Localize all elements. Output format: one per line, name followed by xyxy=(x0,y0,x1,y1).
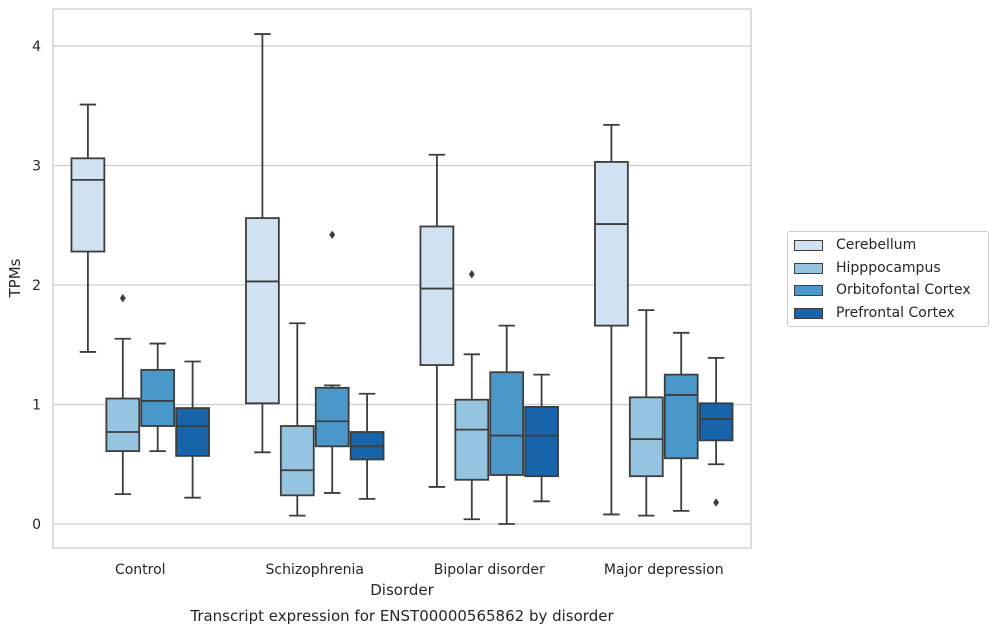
box-cerebellum-schizophrenia xyxy=(245,33,280,454)
outlier-point xyxy=(329,230,336,240)
legend: Cerebellum Hipppocampus Orbitofontal Cor… xyxy=(787,231,989,327)
box-prefrontal-cortex-bipolar-disorder xyxy=(524,373,559,503)
box-cerebellum-major-depression xyxy=(594,123,629,516)
legend-swatch-prefrontal xyxy=(794,307,823,319)
outlier-point xyxy=(713,498,720,507)
box-body xyxy=(70,157,106,253)
box-body xyxy=(245,217,280,405)
box-body xyxy=(454,398,490,481)
x-axis-label: Disorder xyxy=(370,581,434,599)
chart-title: Transcript expression for ENST0000056586… xyxy=(190,607,614,625)
box-prefrontal-cortex-control xyxy=(175,360,210,499)
box-orbitofontal-cortex-bipolar-disorder xyxy=(489,324,525,525)
legend-item-cerebellum: Cerebellum xyxy=(794,235,916,255)
x-tick-label-major-depression: Major depression xyxy=(604,562,724,578)
box-body xyxy=(105,397,141,453)
y-tick-labels: 0 1 2 3 4 xyxy=(32,39,41,533)
legend-label-prefrontal: Prefrontal Cortex xyxy=(836,305,955,321)
box-cerebellum-bipolar-disorder xyxy=(419,153,455,488)
box-body xyxy=(279,425,315,497)
x-tick-label-bipolar-disorder: Bipolar disorder xyxy=(434,562,545,578)
outlier-point xyxy=(119,293,126,303)
box-body xyxy=(698,402,734,442)
box-body xyxy=(175,407,210,457)
box-hipppocampus-major-depression xyxy=(628,309,664,517)
box-orbitofontal-cortex-major-depression xyxy=(663,331,699,512)
box-orbitofontal-cortex-control xyxy=(140,342,176,453)
y-tick-label-2: 2 xyxy=(32,278,41,294)
box-body xyxy=(140,368,176,427)
legend-item-hippocampus: Hipppocampus xyxy=(794,258,941,278)
box-body xyxy=(419,225,455,366)
box-hipppocampus-control xyxy=(105,293,141,496)
x-tick-labels: Control Schizophrenia Bipolar disorder Majo… xyxy=(115,562,724,578)
y-tick-label-1: 1 xyxy=(32,398,41,414)
legend-swatch-orbitofrontal xyxy=(794,284,823,296)
outlier-point xyxy=(468,270,475,279)
legend-swatch-cerebellum xyxy=(794,239,823,251)
box-body xyxy=(489,371,525,476)
legend-item-orbitofrontal: Orbitofontal Cortex xyxy=(794,280,971,300)
y-tick-label-0: 0 xyxy=(32,517,41,533)
legend-item-prefrontal: Prefrontal Cortex xyxy=(794,303,955,323)
box-hipppocampus-schizophrenia xyxy=(279,322,315,517)
legend-label-hippocampus: Hipppocampus xyxy=(836,260,941,276)
y-tick-label-3: 3 xyxy=(32,159,41,175)
box-prefrontal-cortex-schizophrenia xyxy=(349,392,385,500)
legend-swatch-hippocampus xyxy=(794,262,823,274)
x-tick-label-control: Control xyxy=(115,562,166,578)
x-tick-label-schizophrenia: Schizophrenia xyxy=(266,562,364,578)
box-body xyxy=(594,161,629,327)
box-body xyxy=(524,405,559,478)
box-prefrontal-cortex-major-depression xyxy=(698,356,734,507)
y-tick-label-4: 4 xyxy=(32,39,41,55)
box-body xyxy=(314,386,350,448)
legend-label-cerebellum: Cerebellum xyxy=(836,237,917,253)
box-hipppocampus-bipolar-disorder xyxy=(454,270,490,521)
plot-frame xyxy=(52,8,752,549)
y-axis-label: TPMs xyxy=(6,258,24,298)
box-body xyxy=(628,396,664,478)
box-body xyxy=(663,373,699,460)
boxes xyxy=(70,33,734,525)
box-cerebellum-control xyxy=(70,103,106,353)
box-orbitofontal-cortex-schizophrenia xyxy=(314,230,350,494)
legend-label-orbitofrontal: Orbitofontal Cortex xyxy=(836,282,971,298)
